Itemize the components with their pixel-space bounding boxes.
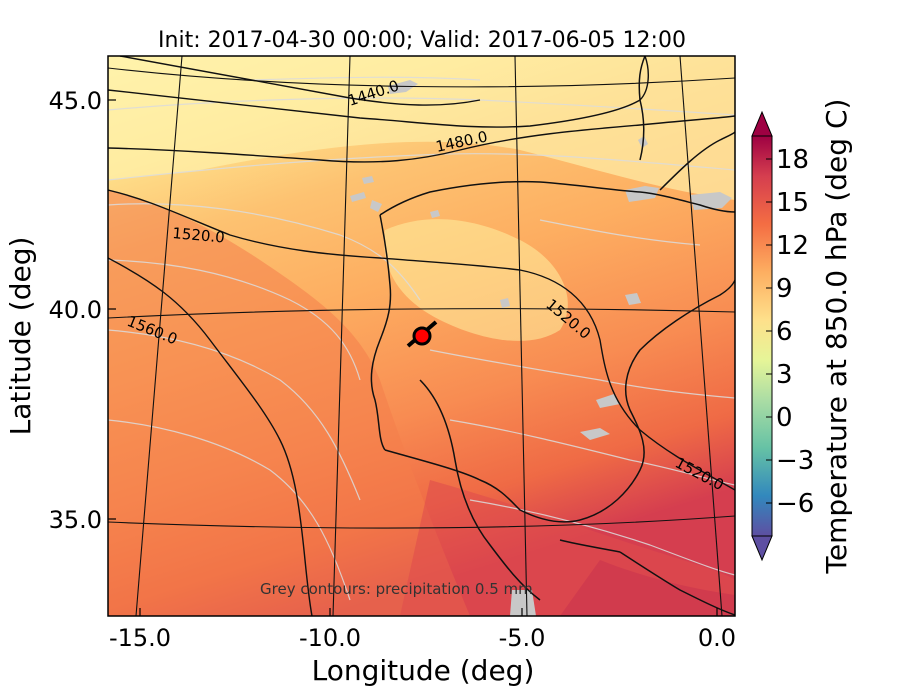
isotherm-lines [108,76,735,601]
map-area [108,56,735,616]
warm-ocean-region [108,190,470,616]
y-tick-label: 45.0 [49,87,102,115]
colorbar-tick-label: −3 [776,446,814,476]
colorbar-tick-label: 15 [776,188,809,218]
x-tick-label: -10.0 [299,624,361,652]
cool-plateau-region [384,219,568,341]
y-axis-label: Latitude (deg) [4,237,37,436]
height-contours [108,56,735,616]
colorbar-label: Temperature at 850.0 hPa (deg C) [820,99,853,575]
contour-label-1520-west: 1520.0 [172,224,226,247]
precipitation-patches [350,80,732,616]
colorbar-tick-label: −6 [776,489,814,519]
y-tick-label: 40.0 [49,296,102,324]
x-tick-label: -5.0 [499,624,546,652]
x-tick-label: 0.0 [698,624,736,652]
precipitation-note: Grey contours: precipitation 0.5 mm [260,580,533,598]
colorbar-tick-label: 3 [776,360,793,390]
axes-frame [107,55,736,617]
x-tick-label: -15.0 [109,624,171,652]
x-axis-label: Longitude (deg) [312,654,535,687]
colorbar-max-arrow [751,110,773,137]
colorbar-min-arrow [751,535,773,562]
colorbar-body [751,135,773,537]
graticule [108,56,735,616]
colorbar-tick-label: 6 [776,317,793,347]
tick-marks [108,99,718,616]
marker-dot [412,326,432,346]
hottest-region [560,560,735,616]
coastline [370,56,735,616]
plot-title: Init: 2017-04-30 00:00; Valid: 2017-06-0… [158,28,686,53]
cool-northern-region [108,56,735,200]
colorbar-tick-label: 9 [776,274,793,304]
colorbar: 18 15 12 9 6 3 0 −3 −6 Temperature at 85… [751,99,853,575]
colorbar-tick-label: 12 [776,231,809,261]
y-tick-label: 35.0 [49,506,102,534]
location-marker [406,320,438,348]
colorbar-tick-label: 18 [776,145,809,175]
colorbar-tick-label: 0 [776,403,793,433]
